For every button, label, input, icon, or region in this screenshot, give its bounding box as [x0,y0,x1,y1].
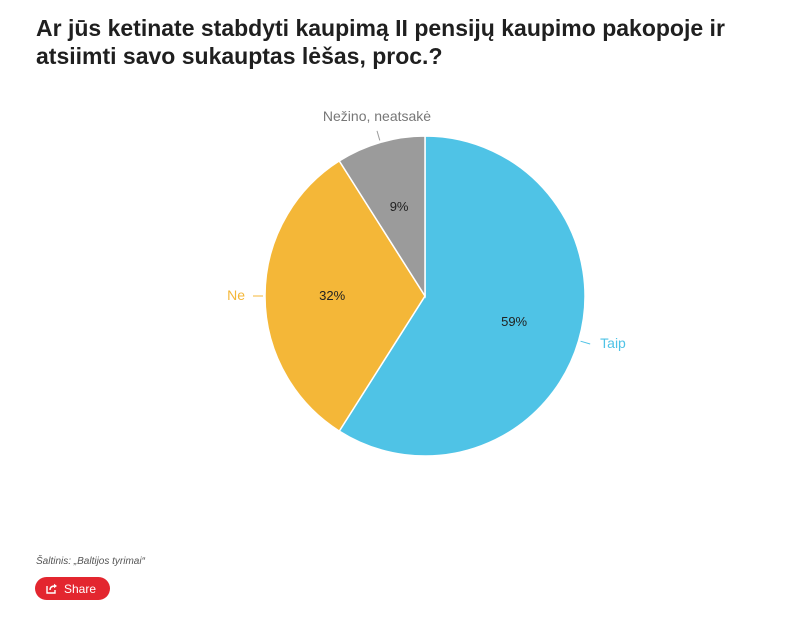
pie-chart: 59% Taip 32% Ne 9% Nežino, neatsakė [227,108,626,457]
value-label-ne: 32% [319,288,345,303]
leader-line-nezino [376,130,381,141]
chart-title: Ar jūs ketinate stabdyti kaupimą II pens… [36,15,725,69]
category-label-nezino: Nežino, neatsakė [323,108,431,124]
share-button[interactable]: Share [35,577,111,600]
value-label-taip: 59% [501,314,527,329]
share-label: Share [64,581,97,596]
share-icon [46,583,57,594]
pie-slice-taip [338,135,586,457]
leader-line-taip [580,340,591,345]
category-label-taip: Taip [600,335,626,351]
category-label-ne: Ne [227,287,245,303]
pie-slice-ne [264,159,426,433]
pie-slice-nezino [338,135,426,299]
source-note: Šaltinis: „Baltijos tyrimai“ [36,556,145,567]
value-label-nezino: 9% [390,199,409,214]
